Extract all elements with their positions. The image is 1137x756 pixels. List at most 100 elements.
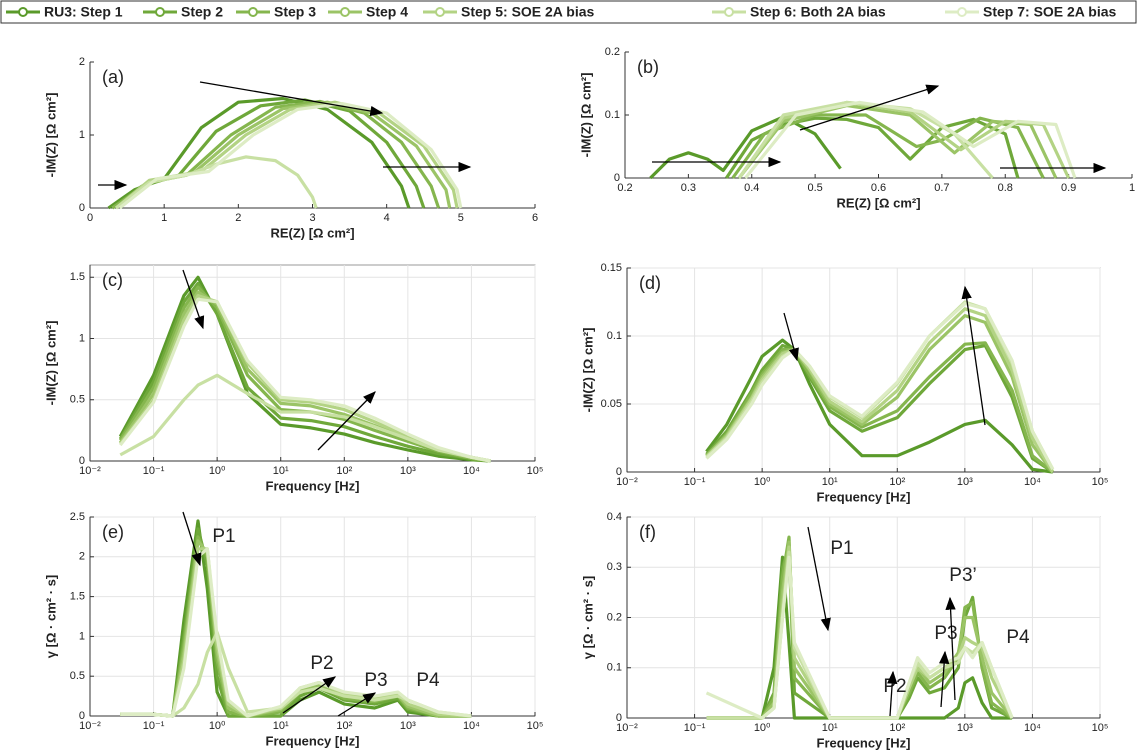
legend-marker [248,7,258,17]
legend-label: Step 3 [274,4,316,20]
arrow [182,511,202,567]
panel-label: (b) [637,57,659,77]
arrow [282,676,337,714]
x-axis-label: Frequency [Hz] [817,489,911,504]
panel-label: (a) [102,67,124,87]
arrow [199,81,384,117]
legend-label: Step 6: Both 2A bias [750,4,886,20]
x-tick-label: 10⁰ [754,722,771,734]
series-line [119,373,491,463]
legend-marker [18,7,28,17]
panel: 0 0.1 0.2 0.2 0.3 0.4 0.5 0.6 0.7 0.8 0.9 1 RE(Z) [Ω… [578,46,1135,211]
panel: 0 1 2 0 1 2 3 4 5 6 RE(Z) [Ω cm²] -IM(Z) [Ω cm²] (a) [43,56,538,241]
x-tick-label: 10⁵ [527,720,544,732]
y-tick-label: 0 [79,710,85,722]
legend-marker [155,7,165,17]
series-line [705,301,1055,471]
x-tick-label: 10⁴ [463,720,480,732]
x-tick-label: 10⁰ [209,465,226,477]
series-line [118,281,491,463]
legend-marker [435,7,445,17]
series-line [744,100,1077,180]
y-tick-label: 2 [79,56,85,68]
annotation: P2 [883,676,906,697]
x-tick-label: 10¹ [273,465,289,477]
panel: 0 0.05 0.1 0.15 10⁻² 10⁻¹ 10⁰ 10¹ 10² 10³ 10⁴ 10⁵ Fr… [580,262,1108,505]
x-axis-label: Frequency [Hz] [266,733,360,748]
arrow [317,391,376,451]
legend-label: Step 5: SOE 2A bias [461,4,595,20]
x-tick-label: 3 [309,212,315,224]
x-tick-label: 0.9 [1061,182,1076,194]
legend-box [0,0,1137,24]
x-tick-label: 10¹ [273,720,289,732]
x-tick-label: 10¹ [822,476,838,488]
legend-marker [340,7,350,17]
x-tick-label: 10² [889,476,905,488]
x-tick-label: 10⁵ [1092,722,1109,734]
y-tick-label: 0 [616,466,622,478]
x-tick-label: 10⁴ [463,465,480,477]
series-line [119,297,491,463]
x-tick-label: 10⁵ [1092,476,1109,488]
series-line [118,275,491,463]
series-line [705,555,1014,720]
arrow [961,285,986,426]
y-tick-label: 1 [79,129,85,141]
x-tick-label: 10¹ [822,722,838,734]
series-line [705,343,1054,474]
panel-label: (c) [102,270,123,290]
y-axis-label: -IM(Z) [Ω cm²] [43,321,58,406]
x-tick-label: 0 [87,212,93,224]
x-tick-label: 10⁵ [527,465,544,477]
y-tick-label: 1 [79,332,85,344]
x-tick-label: 0.2 [617,182,632,194]
y-tick-label: 0.1 [605,109,620,121]
panel: 0 0.5 1 1.5 2 2.5 10⁻² 10⁻¹ 10⁰ 10¹ 10² 10³ 10⁴ 10⁵ Fr… [43,511,543,749]
annotation: P3 [934,623,957,644]
y-tick-label: 0.3 [607,561,622,573]
legend-label: Step 4 [366,4,408,20]
panel: 0 0.5 1 1.5 10⁻² 10⁻¹ 10⁰ 10¹ 10² 10³ 10⁴ 10⁵ Freque… [43,264,544,493]
panel: 0 0.1 0.2 0.3 0.4 10⁻² 10⁻¹ 10⁰ 10¹ 10² 10³ 10⁴ 10⁵ F… [580,511,1108,751]
y-tick-label: 0.4 [607,511,622,523]
legend-label: Step 2 [181,4,223,20]
y-tick-label: 0 [614,172,620,184]
x-tick-label: 0.7 [934,182,949,194]
annotation: P1 [212,526,235,547]
y-tick-label: 0 [79,202,85,214]
x-tick-label: 0.6 [871,182,886,194]
x-tick-label: 0.3 [681,182,696,194]
y-tick-label: 1 [79,630,85,642]
legend-label: RU3: Step 1 [44,4,123,20]
arrow [807,526,831,632]
x-tick-label: 10³ [957,476,973,488]
y-axis-label: -IM(Z) [Ω cm²] [578,73,593,158]
x-axis-label: RE(Z) [Ω cm²] [836,195,920,210]
y-tick-label: 0.1 [607,330,622,342]
plot-area [626,267,1101,473]
x-tick-label: 10⁻² [79,465,101,477]
y-axis-label: γ [Ω · cm² · s] [580,576,595,659]
annotation: P4 [1006,627,1030,648]
x-tick-label: 10⁻² [79,720,101,732]
x-tick-label: 10⁰ [209,720,226,732]
y-axis-label: -IM(Z) [Ω cm²] [580,328,595,413]
x-axis-label: RE(Z) [Ω cm²] [270,225,354,240]
x-tick-label: 10⁰ [754,476,771,488]
legend-marker [957,7,967,17]
x-tick-label: 6 [532,212,538,224]
y-tick-label: 0 [616,712,622,724]
x-tick-label: 0.4 [744,182,759,194]
y-tick-label: 2 [79,551,85,563]
arrow [887,670,898,717]
y-tick-label: 1.5 [70,271,85,283]
x-axis-label: Frequency [Hz] [266,478,360,493]
x-tick-label: 10⁻¹ [684,722,706,734]
x-tick-label: 10⁻¹ [684,476,706,488]
arrow [938,650,950,708]
panel-label: (f) [639,522,656,542]
x-tick-label: 10⁻¹ [143,720,165,732]
